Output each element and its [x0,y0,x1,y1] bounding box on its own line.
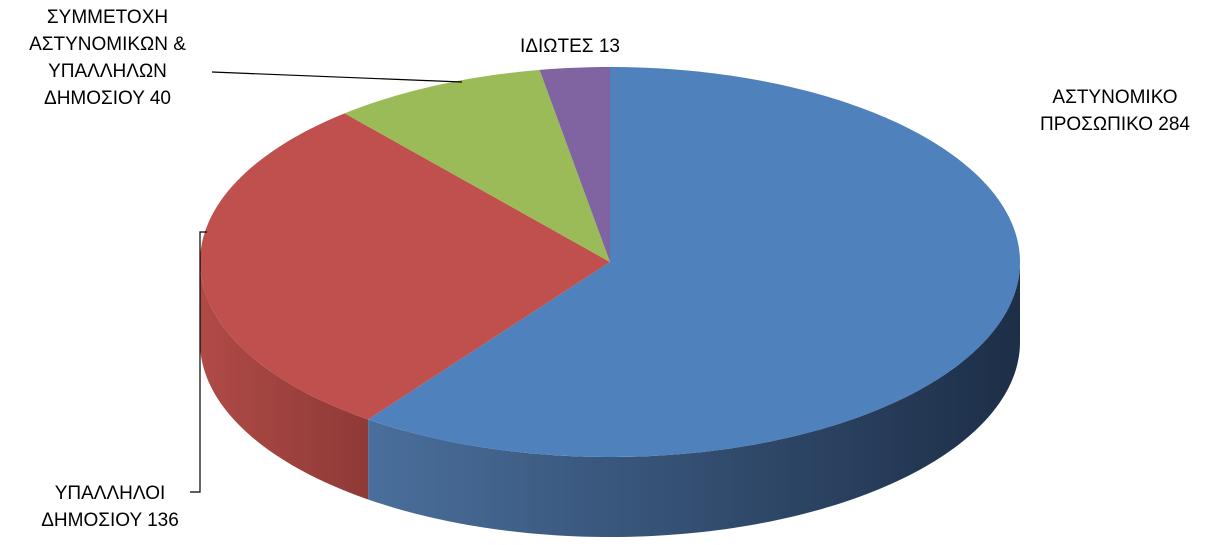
pie-slice [344,69,610,262]
pie-slice-side [200,262,369,500]
data-label: ΣΥΜΜΕΤΟΧΗ ΑΣΤΥΝΟΜΙΚΩΝ & ΥΠΑΛΛΗΛΩΝ ΔΗΜΟΣΙ… [29,7,186,109]
leader-line [190,231,207,493]
pie-slice [539,67,610,262]
pie-slice [200,113,610,420]
data-label: ΙΔΙΩΤΕΣ 13 [520,36,620,57]
data-label: ΑΣΤΥΝΟΜΙΚΟ ΠΡΟΣΩΠΙΚΟ 284 [1040,87,1190,135]
data-label: ΥΠΑΛΛΗΛΟΙ ΔΗΜΟΣΙΟΥ 136 [41,483,179,531]
leader-line [211,71,463,83]
pie-slice [368,67,1020,457]
pie-slice-side [368,262,1020,537]
